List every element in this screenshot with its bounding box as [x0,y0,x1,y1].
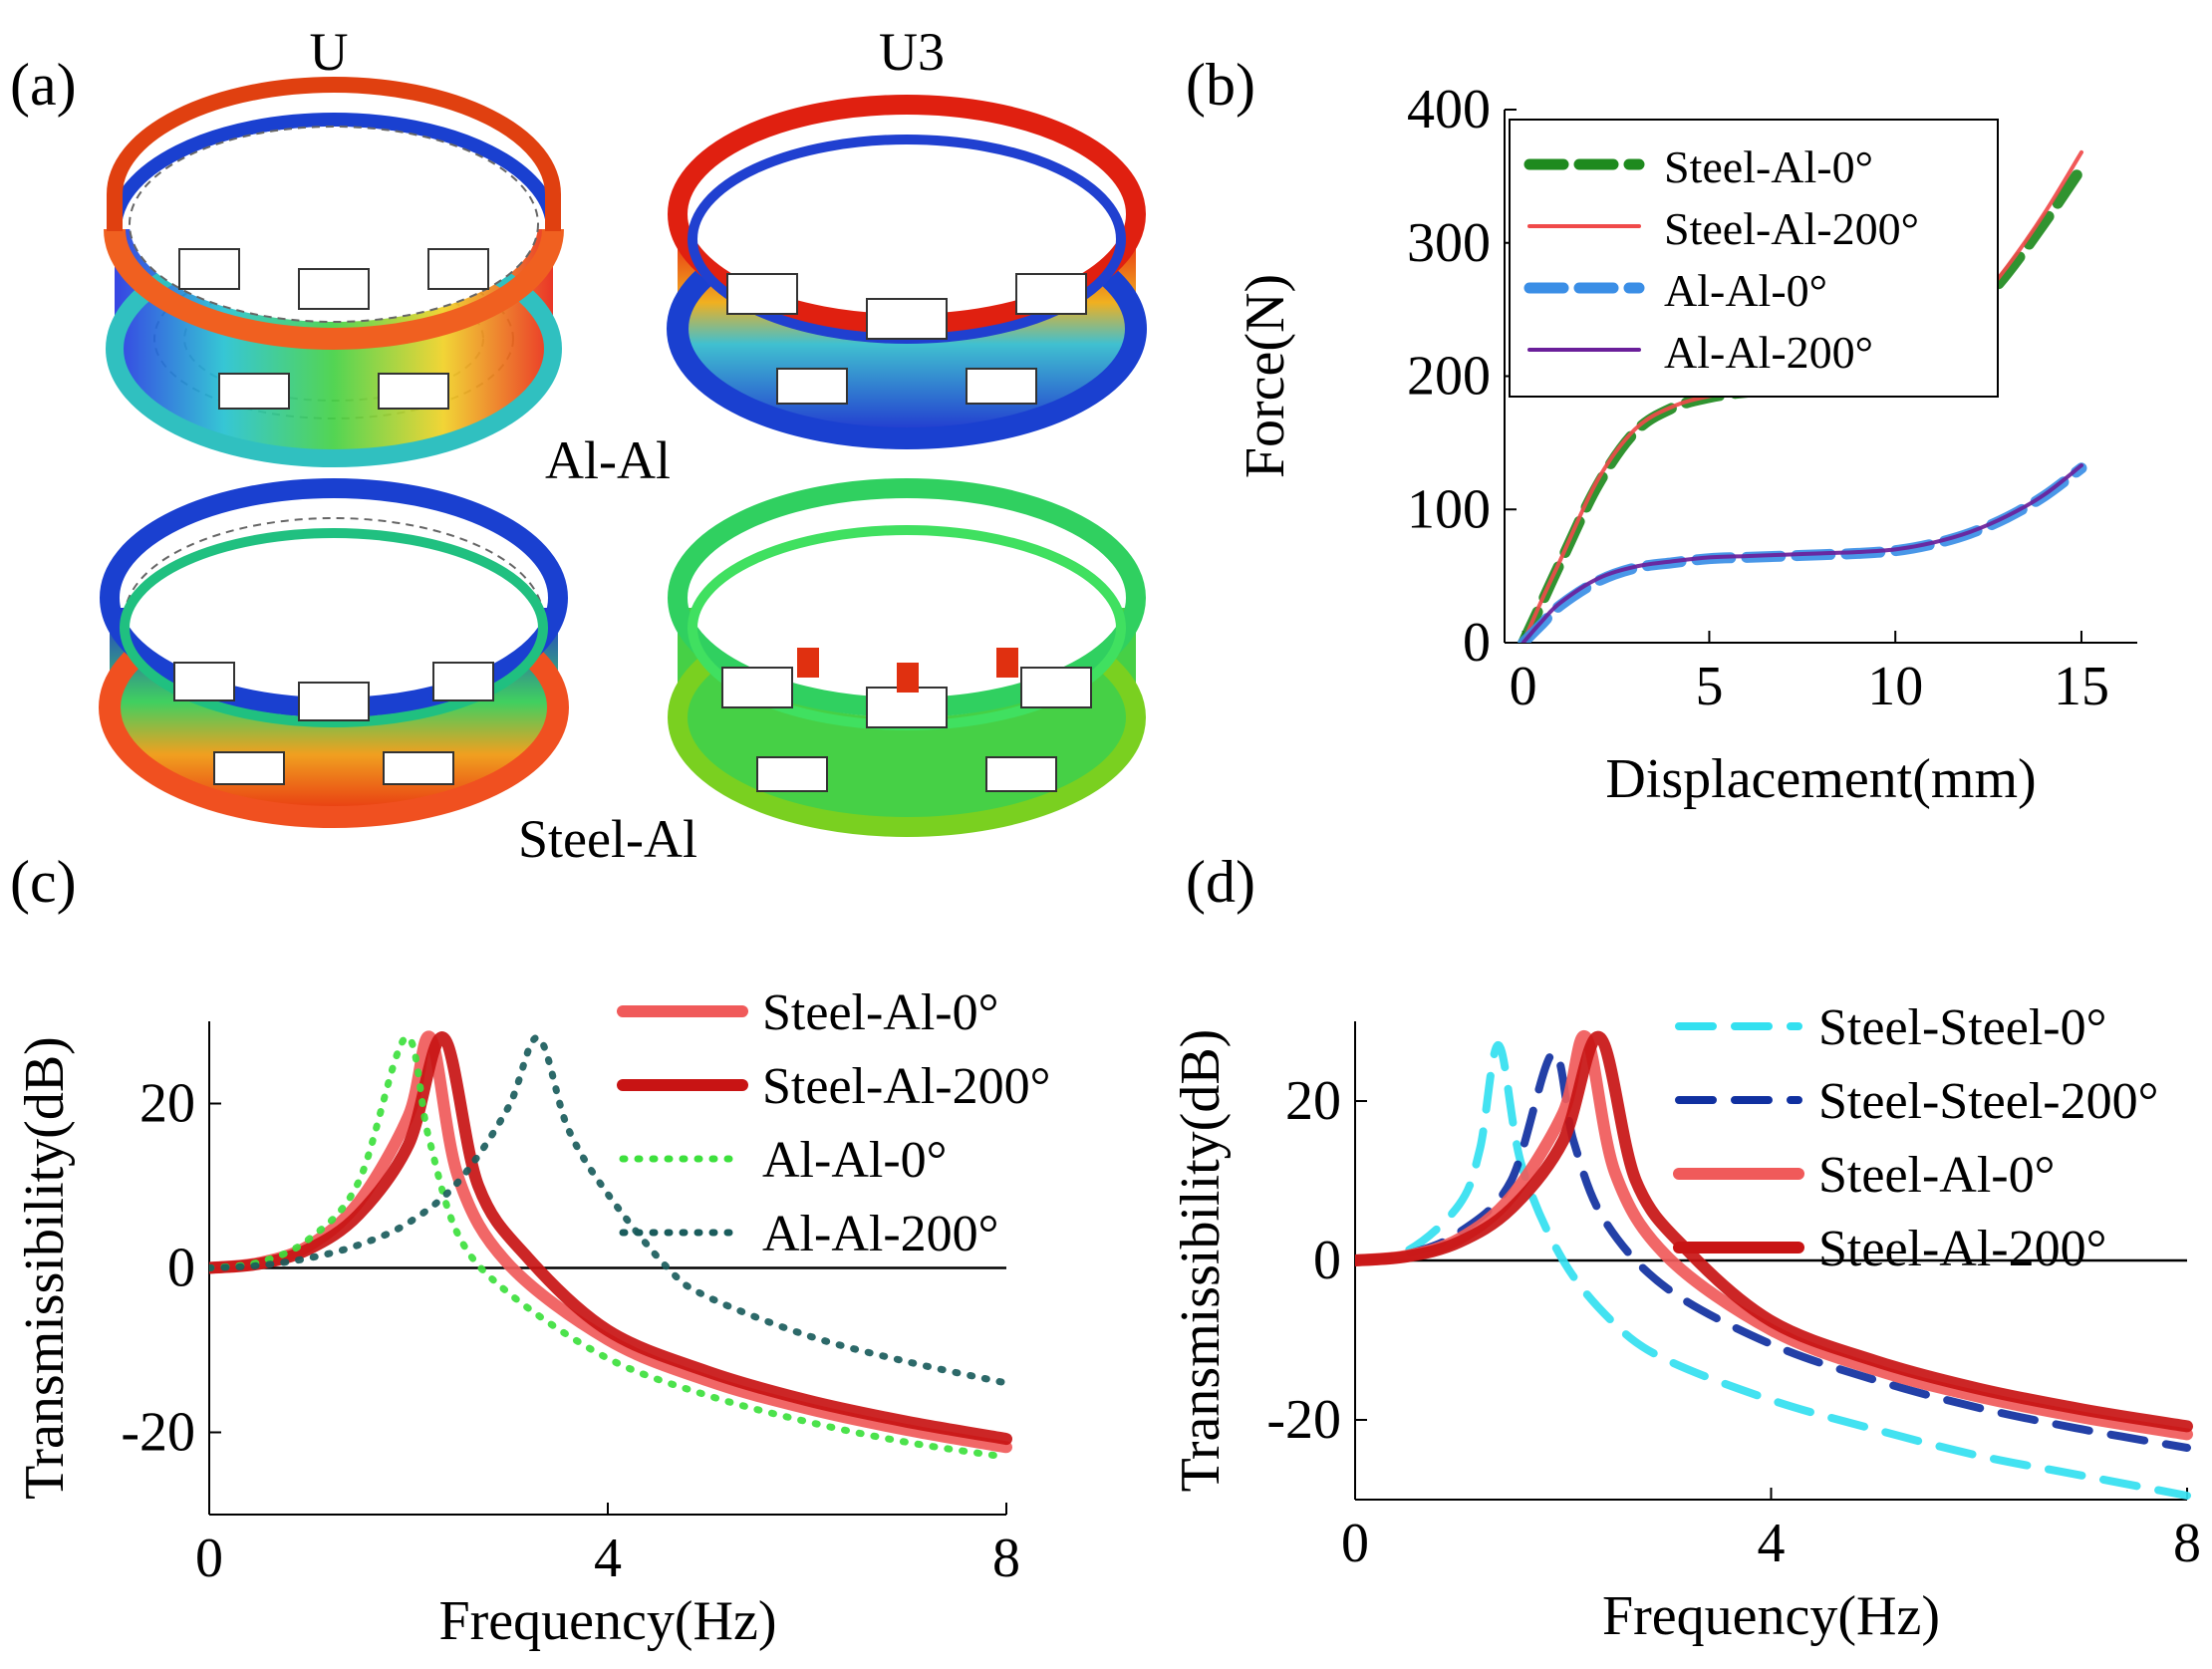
y-axis-label: Force(N) [1235,274,1296,478]
y-tick-label: 400 [1407,79,1491,140]
series-line [1355,1030,2193,1433]
y-tick-label: 100 [1407,478,1491,540]
legend-label: Steel-Steel-0° [1818,999,2106,1056]
y-tick-label: 200 [1407,346,1491,408]
y-tick-label: 20 [1285,1070,1341,1132]
legend-label: Al-Al-200° [1664,327,1873,378]
series-line [1355,1040,2191,1500]
legend-label: Al-Al-0° [762,1132,947,1189]
x-tick-label: 0 [1510,656,1537,717]
ring-u3-al-al [667,95,1147,449]
y-tick-label: 0 [1463,612,1491,674]
ring-u-steel-al [99,478,569,828]
y-tick-label: 20 [139,1073,195,1135]
panel-b: 0 5 10 15 0 100 200 300 400 Displacement(mm) Force… [1235,79,2137,810]
ring-u3-steel-al [668,478,1146,837]
x-axis-label: Frequency(Hz) [439,1590,777,1652]
x-tick-label: 4 [1758,1513,1786,1574]
legend-label: Al-Al-200° [762,1206,998,1262]
x-tick-label: 8 [992,1528,1020,1589]
y-axis-label: Transmissibility(dB) [1170,1029,1232,1493]
panel-d: 0 4 8 -20 0 20 Frequency(Hz) Transmissibility(d… [1170,999,2201,1647]
y-tick-label: -20 [1266,1389,1341,1451]
y-tick-label: 0 [167,1238,195,1299]
y-axis-label: Transmissibility(dB) [14,1036,76,1500]
col-label-u: U [310,22,349,82]
series-line [209,1033,1010,1461]
legend-label: Al-Al-0° [1664,265,1827,316]
y-tick-label: -20 [121,1402,195,1464]
panel-label-c: (c) [10,849,77,915]
x-axis-label: Displacement(mm) [1605,748,2036,810]
legend-label: Steel-Steel-200° [1818,1073,2158,1130]
legend-label: Steel-Al-0° [762,984,998,1041]
ring-u-al-al [104,77,564,467]
panel-c: 0 4 8 -20 0 20 Frequency(Hz) Transmissibility(d… [14,984,1050,1652]
x-axis-label: Frequency(Hz) [1602,1585,1940,1647]
panel-label-d: (d) [1186,849,1255,915]
legend-label: Steel-Al-200° [1818,1221,2106,1277]
legend-label: Steel-Al-200° [762,1058,1050,1115]
panel-label-a: (a) [10,52,77,118]
x-tick-label: 8 [2173,1513,2201,1574]
panel-label-b: (b) [1186,52,1255,118]
x-tick-label: 5 [1695,656,1723,717]
x-tick-label: 4 [594,1528,622,1589]
legend-label: Steel-Al-200° [1664,203,1919,254]
row-label-al-al: Al-Al [545,430,671,490]
y-tick-label: 0 [1313,1230,1341,1291]
row-label-steel-al: Steel-Al [518,809,697,869]
x-tick-label: 15 [2054,656,2109,717]
series-line [1521,463,2083,643]
series-line [1355,1048,2191,1452]
y-tick-label: 300 [1407,212,1491,274]
series-line [209,1031,1012,1446]
legend-label: Steel-Al-0° [1664,141,1873,192]
series-line [209,1034,1010,1387]
x-tick-label: 0 [1341,1513,1369,1574]
col-label-u3: U3 [879,22,945,82]
x-tick-label: 10 [1867,656,1923,717]
legend-label: Steel-Al-0° [1818,1147,2055,1204]
x-tick-label: 0 [195,1528,223,1589]
